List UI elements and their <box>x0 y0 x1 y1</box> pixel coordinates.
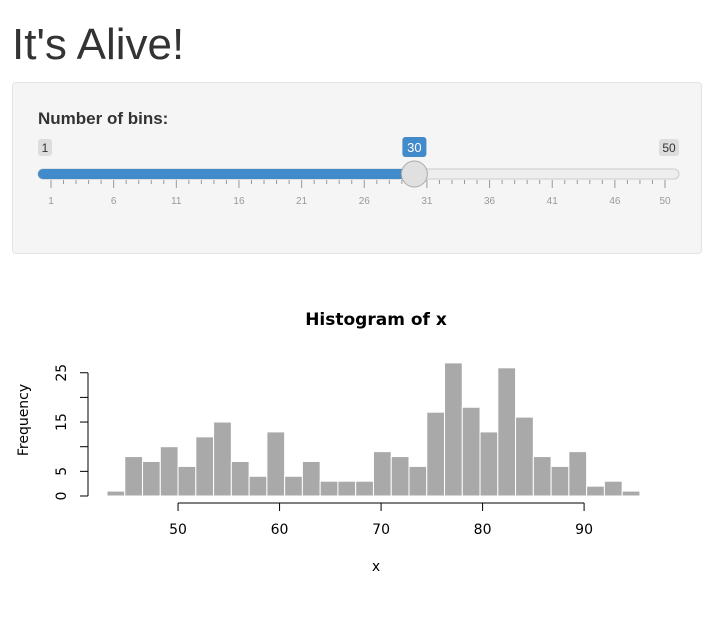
histogram-bar <box>213 421 232 497</box>
histogram-bar <box>266 431 286 497</box>
histogram-bar <box>532 456 552 497</box>
histogram-bar <box>603 480 623 497</box>
histogram-bar <box>372 451 392 497</box>
x-tick-label: 70 <box>372 522 390 538</box>
histogram-bar <box>355 480 374 497</box>
slider-tick-label: 41 <box>547 196 559 207</box>
histogram-bar <box>106 490 126 497</box>
slider-tick-label: 6 <box>111 196 117 207</box>
y-axis-label: Frequency <box>16 384 32 456</box>
y-tick-label: 5 <box>54 467 70 476</box>
slider-fill <box>38 169 415 179</box>
histogram-bar <box>284 475 303 497</box>
chart-title: Histogram of x <box>305 310 447 330</box>
y-tick-label: 0 <box>54 492 70 501</box>
histogram-bar <box>319 480 339 497</box>
slider-max-label: 50 <box>662 141 676 155</box>
slider-value-badge: 30 <box>402 137 427 157</box>
page-title: It's Alive! <box>12 20 185 69</box>
histogram-bar <box>515 416 534 497</box>
histogram-bar <box>159 446 179 497</box>
histogram-plot: Histogram of x 50 60 70 80 90 0 5 15 25 x Frequ… <box>16 310 641 575</box>
y-axis: 0 5 15 25 <box>54 364 89 501</box>
x-tick-label: 90 <box>575 522 593 538</box>
bins-slider[interactable]: 1 6 11 16 21 26 31 36 41 46 50 1 50 30 <box>13 83 703 255</box>
slider-tick-label: 31 <box>421 196 433 207</box>
histogram-bar <box>390 456 410 497</box>
x-tick-label: 80 <box>474 522 492 538</box>
slider-min-label: 1 <box>42 141 49 155</box>
slider-tick-label: 26 <box>359 196 371 207</box>
slider-ticks: 1 6 11 16 21 26 31 36 41 46 50 <box>48 180 671 207</box>
slider-tick-label: 36 <box>484 196 496 207</box>
slider-tick-label: 46 <box>609 196 621 207</box>
histogram-bar <box>177 465 197 497</box>
slider-value-label: 30 <box>407 140 421 155</box>
x-tick-label: 50 <box>169 522 187 538</box>
histogram-bar <box>230 460 250 497</box>
slider-min-badge: 1 <box>38 139 52 156</box>
x-tick-label: 60 <box>271 522 289 538</box>
histogram-bar <box>586 485 605 497</box>
histogram-bar <box>479 431 499 497</box>
histogram-bar <box>195 436 215 497</box>
histogram-bar <box>497 367 517 497</box>
histogram-bar <box>124 456 144 497</box>
slider-tick-label: 50 <box>659 196 671 207</box>
histogram-bar <box>568 451 588 497</box>
histogram-bar <box>301 460 321 497</box>
slider-tick-label: 1 <box>48 196 54 207</box>
histogram-bar <box>444 362 463 497</box>
histogram-bar <box>248 475 268 497</box>
slider-handle[interactable] <box>400 160 428 188</box>
histogram-bar <box>408 465 428 497</box>
x-axis: 50 60 70 80 90 <box>169 502 593 538</box>
y-tick-label: 15 <box>54 413 70 431</box>
histogram-bar <box>461 406 481 497</box>
sidebar-panel: Number of bins: 1 6 11 16 21 26 31 36 41 46 50 1 5… <box>12 82 702 254</box>
y-tick-label: 25 <box>54 364 70 382</box>
histogram-bar <box>142 460 161 497</box>
histogram-bar <box>550 465 570 497</box>
x-axis-label: x <box>372 559 380 575</box>
histogram-bar <box>426 411 446 497</box>
histogram-bars <box>106 362 641 497</box>
slider-tick-label: 21 <box>296 196 308 207</box>
histogram-bar <box>337 480 357 497</box>
slider-tick-label: 16 <box>233 196 245 207</box>
slider-tick-label: 11 <box>171 196 182 207</box>
slider-label: Number of bins: <box>38 109 169 128</box>
histogram-bar <box>621 490 641 497</box>
slider-max-badge: 50 <box>659 139 679 156</box>
